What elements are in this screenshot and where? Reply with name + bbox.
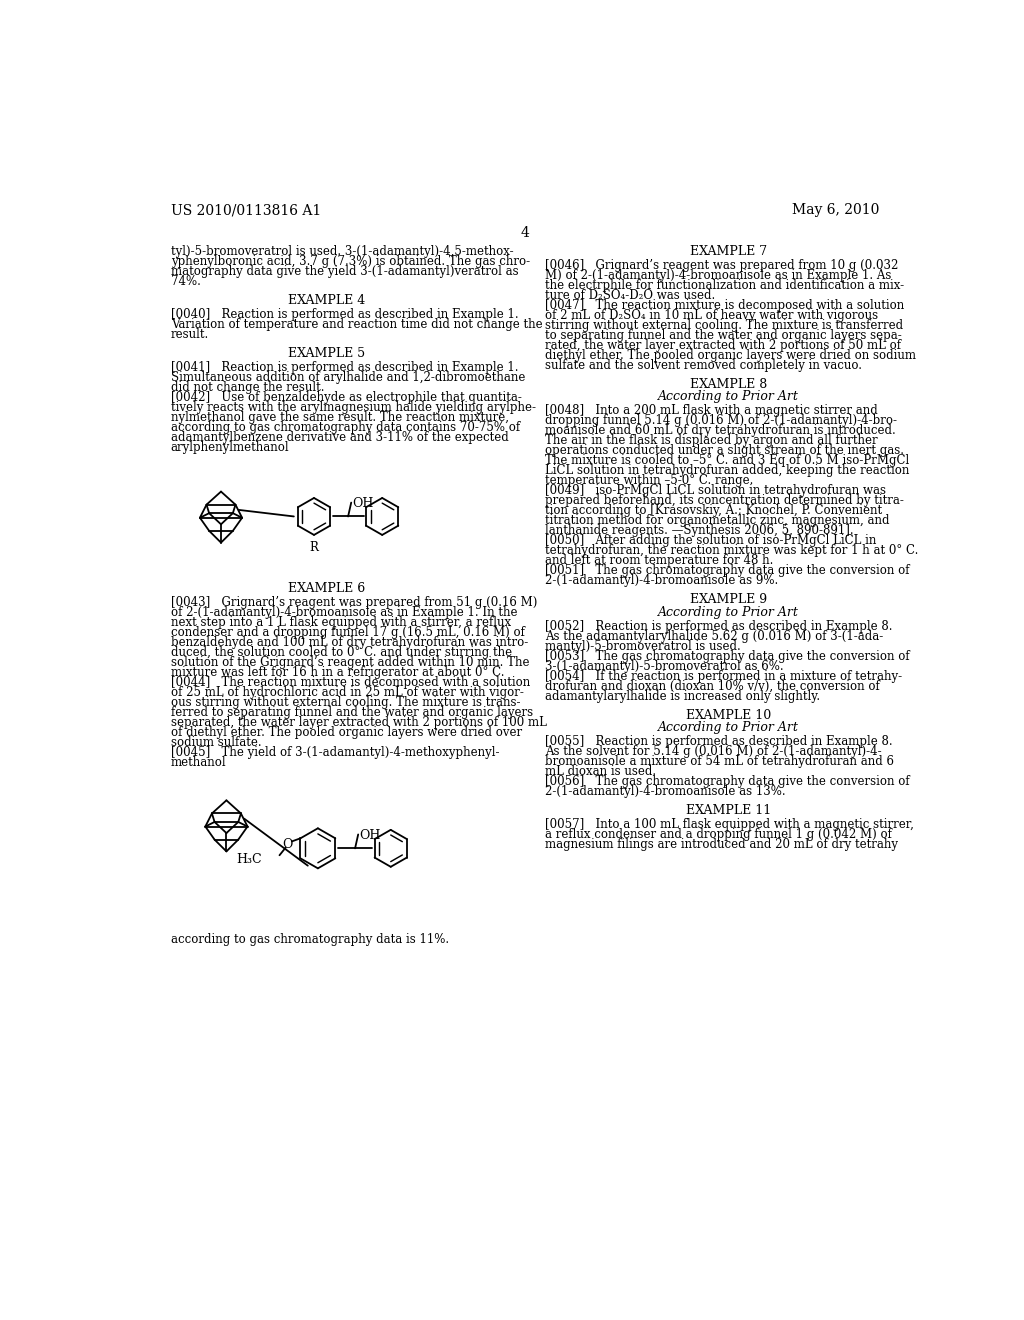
Text: Simultaneous addition of arylhalide and 1,2-dibromoethane: Simultaneous addition of arylhalide and … (171, 371, 525, 384)
Text: did not change the result.: did not change the result. (171, 381, 325, 393)
Text: According to Prior Art: According to Prior Art (658, 391, 799, 403)
Text: EXAMPLE 10: EXAMPLE 10 (686, 709, 771, 722)
Text: H₃C: H₃C (237, 853, 262, 866)
Text: ous stirring without external cooling. The mixture is trans-: ous stirring without external cooling. T… (171, 696, 520, 709)
Text: mL dioxan is used.: mL dioxan is used. (545, 766, 656, 779)
Text: [0040]   Reaction is performed as described in Example 1.: [0040] Reaction is performed as describe… (171, 308, 518, 321)
Text: adamantylarylhalide is increased only slightly.: adamantylarylhalide is increased only sl… (545, 689, 820, 702)
Text: EXAMPLE 7: EXAMPLE 7 (690, 244, 767, 257)
Text: [0044]   The reaction mixture is decomposed with a solution: [0044] The reaction mixture is decompose… (171, 676, 529, 689)
Text: dropping funnel 5.14 g (0.016 M) of 2-(1-adamantyl)-4-bro-: dropping funnel 5.14 g (0.016 M) of 2-(1… (545, 414, 897, 428)
Text: [0056]   The gas chromatography data give the conversion of: [0056] The gas chromatography data give … (545, 775, 909, 788)
Text: [0041]   Reaction is performed as described in Example 1.: [0041] Reaction is performed as describe… (171, 360, 518, 374)
Text: 3-(1-adamantyl)-5-bromoveratrol as 6%.: 3-(1-adamantyl)-5-bromoveratrol as 6%. (545, 660, 783, 673)
Text: O: O (282, 838, 293, 851)
Text: EXAMPLE 11: EXAMPLE 11 (686, 804, 771, 817)
Text: moanisole and 60 mL of dry tetrahydrofuran is introduced.: moanisole and 60 mL of dry tetrahydrofur… (545, 424, 896, 437)
Text: [0045]   The yield of 3-(1-adamantyl)-4-methoxyphenyl-: [0045] The yield of 3-(1-adamantyl)-4-me… (171, 746, 499, 759)
Text: EXAMPLE 6: EXAMPLE 6 (288, 582, 365, 595)
Text: magnesium filings are introduced and 20 mL of dry tetrahy: magnesium filings are introduced and 20 … (545, 838, 898, 851)
Text: R: R (309, 541, 318, 554)
Text: titration method for organometallic zinc, magnesium, and: titration method for organometallic zinc… (545, 515, 890, 527)
Text: temperature within –5-0° C. range.: temperature within –5-0° C. range. (545, 474, 754, 487)
Text: [0053]   The gas chromatography data give the conversion of: [0053] The gas chromatography data give … (545, 649, 909, 663)
Text: Variation of temperature and reaction time did not change the: Variation of temperature and reaction ti… (171, 318, 543, 331)
Text: drofuran and dioxan (dioxan 10% v/v), the conversion of: drofuran and dioxan (dioxan 10% v/v), th… (545, 680, 880, 693)
Text: a reflux condenser and a dropping funnel 1 g (0.042 M) of: a reflux condenser and a dropping funnel… (545, 829, 892, 841)
Text: separated, the water layer extracted with 2 portions of 100 mL: separated, the water layer extracted wit… (171, 715, 547, 729)
Text: US 2010/0113816 A1: US 2010/0113816 A1 (171, 203, 321, 216)
Text: mantyl)-5-bromoveratrol is used.: mantyl)-5-bromoveratrol is used. (545, 640, 740, 652)
Text: solution of the Grignard’s reagent added within 10 min. The: solution of the Grignard’s reagent added… (171, 656, 529, 669)
Text: according to gas chromatography data contains 70-75% of: according to gas chromatography data con… (171, 421, 520, 434)
Text: of 2 mL of D₂SO₄ in 10 mL of heavy water with vigorous: of 2 mL of D₂SO₄ in 10 mL of heavy water… (545, 309, 878, 322)
Text: [0052]   Reaction is performed as described in Example 8.: [0052] Reaction is performed as describe… (545, 619, 893, 632)
Text: of 25 mL of hydrochloric acid in 25 mL of water with vigor-: of 25 mL of hydrochloric acid in 25 mL o… (171, 686, 523, 698)
Text: According to Prior Art: According to Prior Art (658, 606, 799, 619)
Text: sodium sulfate.: sodium sulfate. (171, 737, 261, 748)
Text: OH: OH (359, 829, 380, 842)
Text: [0046]   Grignard’s reagent was prepared from 10 g (0.032: [0046] Grignard’s reagent was prepared f… (545, 259, 898, 272)
Text: sulfate and the solvent removed completely in vacuo.: sulfate and the solvent removed complete… (545, 359, 862, 372)
Text: ture of D₂SO₄-D₂O was used.: ture of D₂SO₄-D₂O was used. (545, 289, 715, 301)
Text: EXAMPLE 4: EXAMPLE 4 (288, 294, 365, 308)
Text: operations conducted under a slight stream of the inert gas.: operations conducted under a slight stre… (545, 444, 904, 457)
Text: As the adamantylarylhalide 5.62 g (0.016 M) of 3-(1-ada-: As the adamantylarylhalide 5.62 g (0.016… (545, 630, 883, 643)
Text: tion according to [Krasovskiy, A.; Knochel, P. Convenient: tion according to [Krasovskiy, A.; Knoch… (545, 504, 882, 517)
Text: tetrahydrofuran, the reaction mixture was kept for 1 h at 0° C.: tetrahydrofuran, the reaction mixture wa… (545, 544, 919, 557)
Text: EXAMPLE 8: EXAMPLE 8 (690, 378, 767, 391)
Text: stirring without external cooling. The mixture is transferred: stirring without external cooling. The m… (545, 318, 903, 331)
Text: ferred to separating funnel and the water and organic layers: ferred to separating funnel and the wate… (171, 706, 532, 719)
Text: yphenylboronic acid, 3.7 g (7.3%) is obtained. The gas chro-: yphenylboronic acid, 3.7 g (7.3%) is obt… (171, 255, 529, 268)
Text: LiCL solution in tetrahydrofuran added, keeping the reaction: LiCL solution in tetrahydrofuran added, … (545, 465, 909, 477)
Text: [0054]   If the reaction is performed in a mixture of tetrahy-: [0054] If the reaction is performed in a… (545, 669, 902, 682)
Text: [0051]   The gas chromatography data give the conversion of: [0051] The gas chromatography data give … (545, 564, 909, 577)
Text: lanthanide reagents. —Synthesis 2006, 5, 890-891].: lanthanide reagents. —Synthesis 2006, 5,… (545, 524, 854, 537)
Text: 4: 4 (520, 226, 529, 240)
Text: 2-(1-adamantyl)-4-bromoanisole as 9%.: 2-(1-adamantyl)-4-bromoanisole as 9%. (545, 574, 778, 587)
Text: next step into a 1 L flask equipped with a stirrer, a reflux: next step into a 1 L flask equipped with… (171, 615, 511, 628)
Text: EXAMPLE 5: EXAMPLE 5 (288, 347, 365, 360)
Text: of diethyl ether. The pooled organic layers were dried over: of diethyl ether. The pooled organic lay… (171, 726, 522, 739)
Text: the electrphile for functionalization and identification a mix-: the electrphile for functionalization an… (545, 279, 904, 292)
Text: 74%.: 74%. (171, 275, 201, 288)
Text: EXAMPLE 9: EXAMPLE 9 (690, 594, 767, 606)
Text: [0043]   Grignard’s reagent was prepared from 51 g (0.16 M): [0043] Grignard’s reagent was prepared f… (171, 595, 537, 609)
Text: adamantylbenzene derivative and 3-11% of the expected: adamantylbenzene derivative and 3-11% of… (171, 430, 508, 444)
Text: duced, the solution cooled to 0° C. and under stirring the: duced, the solution cooled to 0° C. and … (171, 645, 512, 659)
Text: tively reacts with the arylmagnesium halide yielding arylphe-: tively reacts with the arylmagnesium hal… (171, 401, 536, 414)
Text: According to Prior Art: According to Prior Art (658, 721, 799, 734)
Text: [0057]   Into a 100 mL flask equipped with a magnetic stirrer,: [0057] Into a 100 mL flask equipped with… (545, 818, 913, 832)
Text: [0047]   The reaction mixture is decomposed with a solution: [0047] The reaction mixture is decompose… (545, 298, 904, 312)
Text: matography data give the yield 3-(1-adamantyl)veratrol as: matography data give the yield 3-(1-adam… (171, 264, 518, 277)
Text: As the solvent for 5.14 g (0.016 M) of 2-(1-adamantyl)-4-: As the solvent for 5.14 g (0.016 M) of 2… (545, 744, 882, 758)
Text: benzaldehyde and 100 mL of dry tetrahydrofuran was intro-: benzaldehyde and 100 mL of dry tetrahydr… (171, 636, 528, 649)
Text: May 6, 2010: May 6, 2010 (793, 203, 880, 216)
Text: to separating funnel and the water and organic layers sepa-: to separating funnel and the water and o… (545, 329, 902, 342)
Text: result.: result. (171, 327, 209, 341)
Text: [0048]   Into a 200 mL flask with a magnetic stirrer and: [0048] Into a 200 mL flask with a magnet… (545, 404, 878, 417)
Text: 2-(1-adamantyl)-4-bromoanisole as 13%.: 2-(1-adamantyl)-4-bromoanisole as 13%. (545, 785, 785, 799)
Text: OH: OH (352, 498, 374, 511)
Text: arylphenylmethanol: arylphenylmethanol (171, 441, 289, 454)
Text: M) of 2-(1-adamantyl)-4-bromoanisole as in Example 1. As: M) of 2-(1-adamantyl)-4-bromoanisole as … (545, 268, 891, 281)
Text: and left at room temperature for 48 h.: and left at room temperature for 48 h. (545, 554, 773, 568)
Text: methanol: methanol (171, 756, 226, 770)
Text: The mixture is cooled to –5° C. and 3 Eq of 0.5 M iso-PrMgCl: The mixture is cooled to –5° C. and 3 Eq… (545, 454, 909, 467)
Text: The air in the flask is displaced by argon and all further: The air in the flask is displaced by arg… (545, 434, 878, 447)
Text: bromoanisole a mixture of 54 mL of tetrahydrofuran and 6: bromoanisole a mixture of 54 mL of tetra… (545, 755, 894, 768)
Text: according to gas chromatography data is 11%.: according to gas chromatography data is … (171, 933, 449, 946)
Text: [0050]   After adding the solution of iso-PrMgCl LiCL in: [0050] After adding the solution of iso-… (545, 535, 877, 548)
Text: [0042]   Use of benzaldehyde as electrophile that quantita-: [0042] Use of benzaldehyde as electrophi… (171, 391, 521, 404)
Text: nylmethanol gave the same result. The reaction mixture,: nylmethanol gave the same result. The re… (171, 411, 509, 424)
Text: [0049]   iso-PrMgCl LiCL solution in tetrahydrofuran was: [0049] iso-PrMgCl LiCL solution in tetra… (545, 484, 886, 498)
Text: diethyl ether. The pooled organic layers were dried on sodium: diethyl ether. The pooled organic layers… (545, 348, 915, 362)
Text: rated, the water layer extracted with 2 portions of 50 mL of: rated, the water layer extracted with 2 … (545, 339, 901, 351)
Text: condenser and a dropping funnel 17 g (16.5 mL, 0.16 M) of: condenser and a dropping funnel 17 g (16… (171, 626, 524, 639)
Text: of 2-(1-adamantyl)-4-bromoanisole as in Example 1. In the: of 2-(1-adamantyl)-4-bromoanisole as in … (171, 606, 517, 619)
Text: tyl)-5-bromoveratrol is used. 3-(1-adamantyl)-4,5-methox-: tyl)-5-bromoveratrol is used. 3-(1-adama… (171, 244, 513, 257)
Text: [0055]   Reaction is performed as described in Example 8.: [0055] Reaction is performed as describe… (545, 735, 893, 748)
Text: prepared beforehand, its concentration determined by titra-: prepared beforehand, its concentration d… (545, 494, 904, 507)
Text: mixture was left for 16 h in a refrigerator at about 0° C.: mixture was left for 16 h in a refrigera… (171, 665, 504, 678)
